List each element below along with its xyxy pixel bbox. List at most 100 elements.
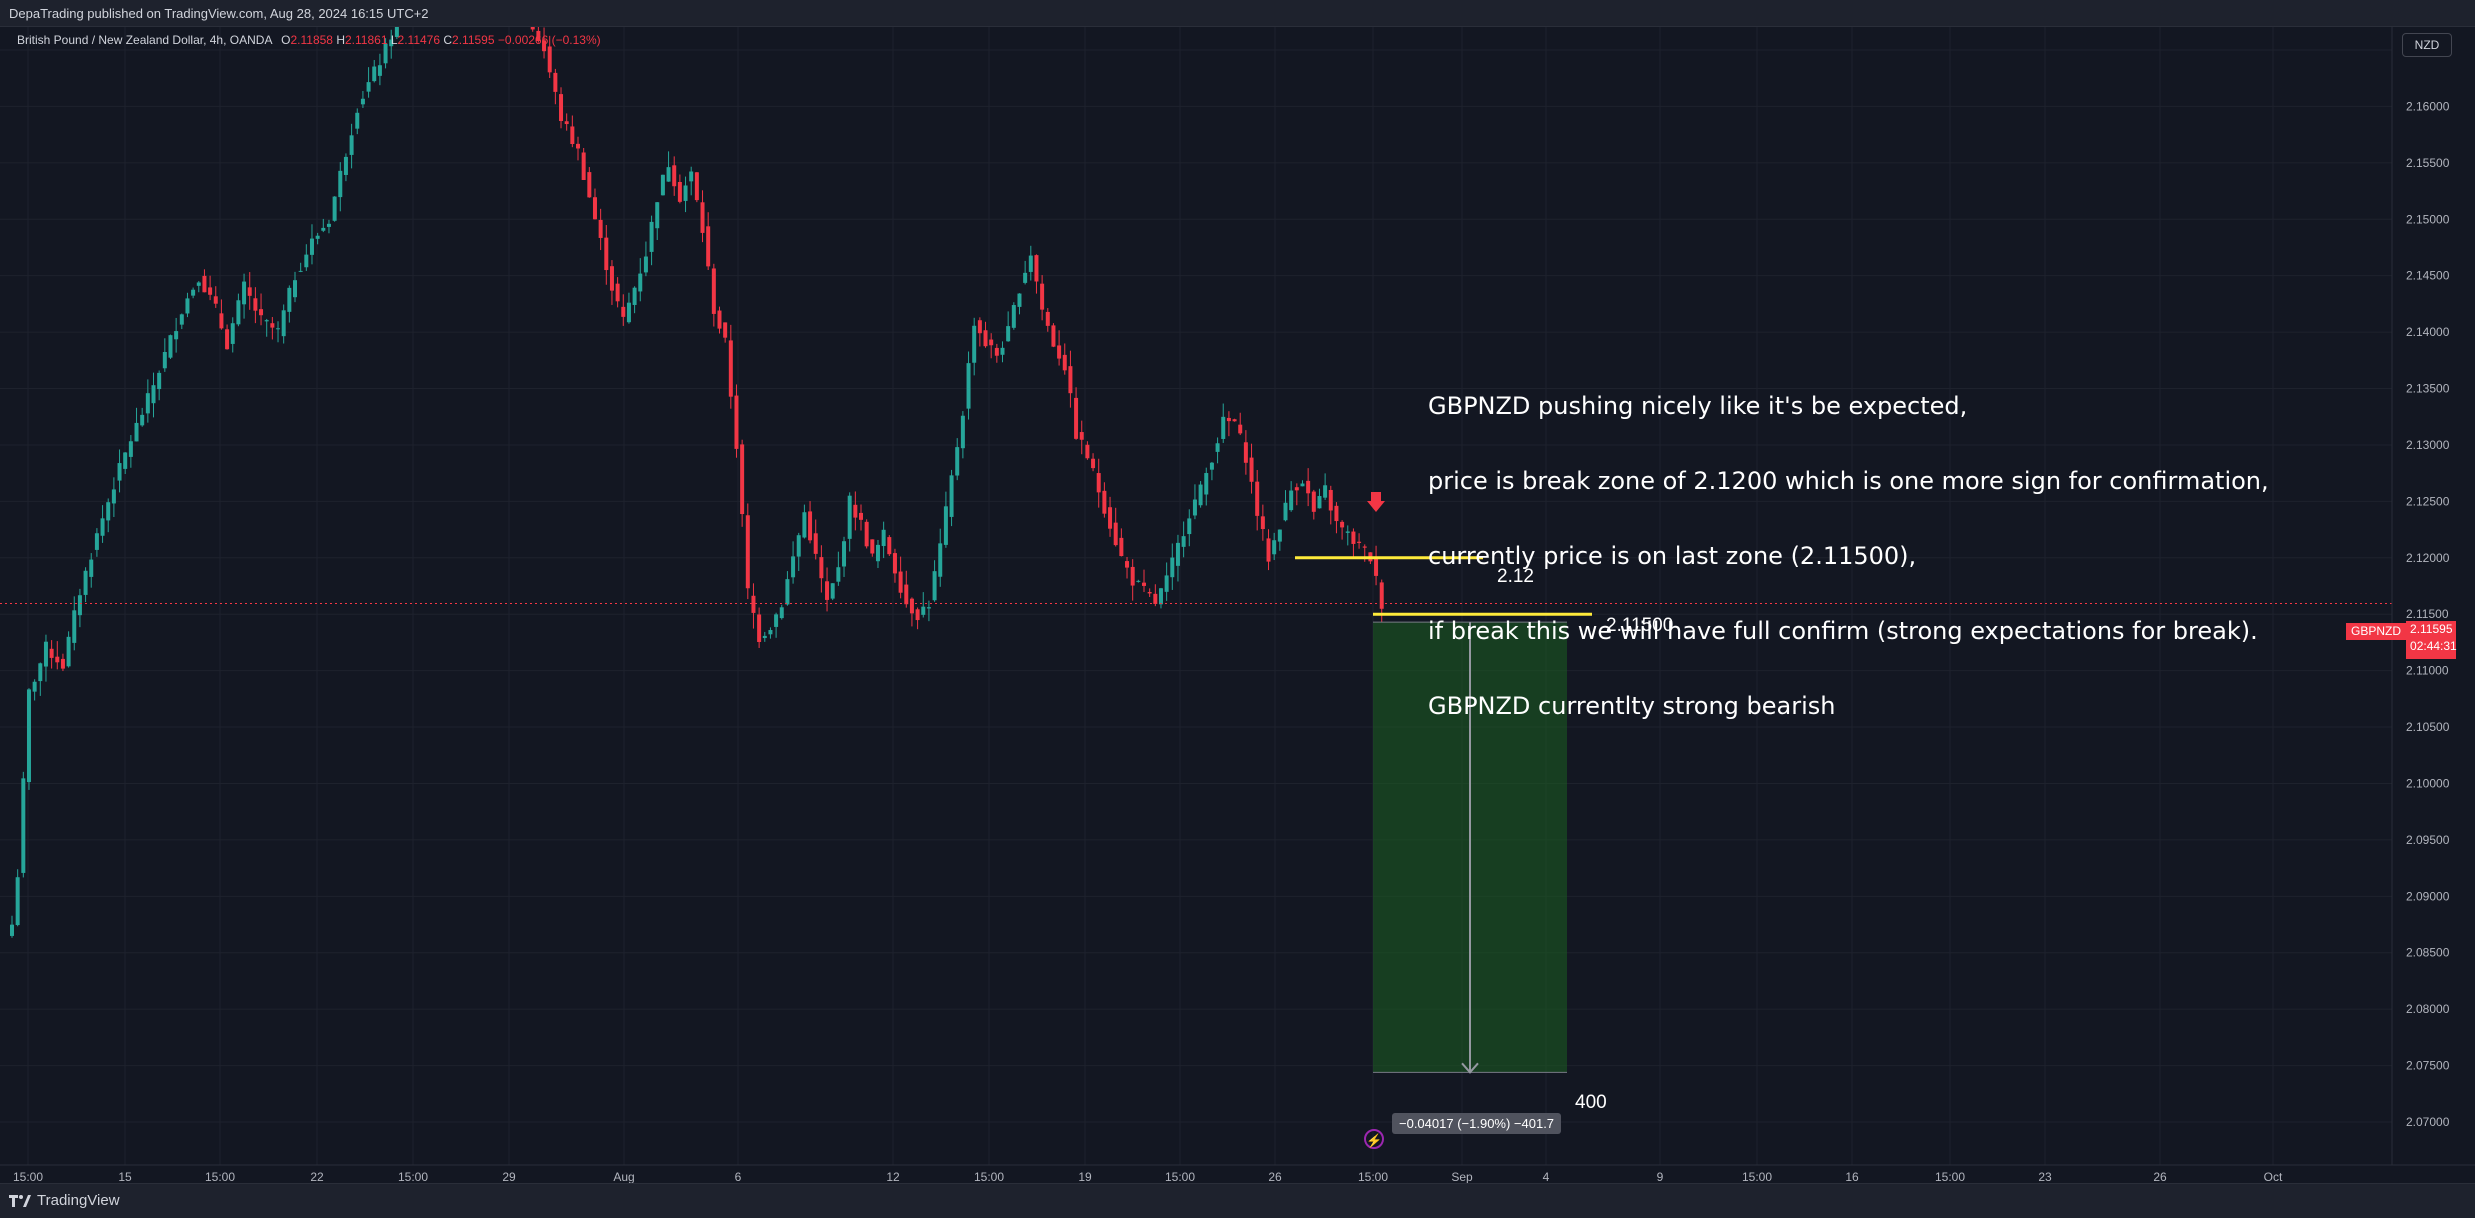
candle-body	[264, 320, 269, 322]
candle-body	[1306, 480, 1311, 494]
target-label[interactable]: 400	[1575, 1092, 1607, 1113]
candle-body	[26, 689, 31, 783]
candle-body	[270, 323, 275, 328]
candle-body	[660, 174, 665, 196]
candle-body	[1034, 255, 1039, 282]
candle-body	[666, 167, 671, 182]
candle-body	[157, 372, 162, 390]
candle-body	[1158, 588, 1163, 605]
bar-countdown: 02:44:31	[2410, 639, 2457, 653]
candle-body	[140, 414, 145, 426]
candle-body	[825, 581, 830, 600]
price-tick-label: 2.09500	[2406, 833, 2450, 847]
candle-body	[1125, 561, 1130, 568]
candle-body	[638, 273, 643, 292]
candle-body	[847, 495, 852, 539]
lightning-icon[interactable]: ⚡	[1364, 1129, 1384, 1149]
change-value: −0.00266 (−0.13%)	[497, 33, 601, 47]
candle-body	[111, 489, 116, 504]
time-tick-label: 15:00	[13, 1170, 43, 1183]
candle-body	[1023, 272, 1028, 283]
candle-body	[779, 607, 784, 619]
candle-body	[960, 415, 965, 449]
candle-body	[723, 322, 728, 338]
candle-body	[1294, 487, 1299, 491]
candle-body	[1243, 442, 1248, 463]
time-tick-label: 26	[2153, 1170, 2167, 1183]
analysis-note[interactable]: GBPNZD pushing nicely like it's be expec…	[1428, 344, 2269, 744]
candle-body	[1209, 462, 1214, 470]
candle-body	[989, 339, 994, 346]
candle-body	[145, 393, 150, 414]
candle-body	[1017, 293, 1022, 307]
candle-body	[909, 598, 914, 614]
open-label: O	[281, 33, 291, 47]
candle-body	[740, 444, 745, 515]
candle-body	[1051, 325, 1056, 347]
time-tick-label: 4	[1543, 1170, 1550, 1183]
price-tick-label: 2.10000	[2406, 776, 2450, 790]
brand-name: TradingView	[37, 1192, 120, 1209]
level-label-2-115[interactable]: 2.11500	[1606, 615, 1674, 636]
candle-body	[813, 533, 818, 554]
candle-body	[43, 641, 48, 667]
publisher-text: DepaTrading published on TradingView.com…	[9, 6, 429, 21]
candle-body	[774, 614, 779, 627]
time-tick-label: 19	[1078, 1170, 1092, 1183]
candle-body	[174, 331, 179, 340]
candle-body	[196, 282, 201, 286]
time-axis: 15:00 15 15:00 22 15:00 29 Aug 6 12 15:00 19 15:00 2…	[0, 1164, 2475, 1183]
time-tick-label: 15:00	[1358, 1170, 1388, 1183]
candle-body	[791, 556, 796, 578]
candle-body	[632, 287, 637, 305]
candle-body	[983, 330, 988, 347]
candle-body	[1045, 311, 1050, 326]
candle-body	[1289, 490, 1294, 511]
candle-body	[592, 197, 597, 220]
candle-body	[72, 610, 77, 643]
currency-button[interactable]: NZD	[2402, 33, 2452, 57]
candle-body	[1255, 481, 1260, 516]
candle-body	[100, 518, 105, 536]
price-tick-label: 2.10500	[2406, 720, 2450, 734]
price-tick-label: 2.14000	[2406, 325, 2450, 339]
price-tick-label: 2.15500	[2406, 156, 2450, 170]
candle-body	[1334, 505, 1339, 522]
price-tick-label: 2.13000	[2406, 438, 2450, 452]
candle-body	[151, 385, 156, 404]
candle-body	[281, 310, 286, 337]
candle-body	[802, 512, 807, 538]
chart-grid	[0, 26, 2392, 1165]
candle-body	[943, 506, 948, 545]
candle-body	[689, 171, 694, 182]
candle-body	[191, 289, 196, 296]
candle-body	[276, 328, 281, 330]
candle-body	[77, 595, 82, 616]
candle-body	[655, 202, 660, 229]
candle-body	[898, 571, 903, 593]
last-price-tag: GBPNZD 2.11595 02:44:31	[2346, 621, 2457, 659]
candle-body	[1328, 489, 1333, 511]
candle-body	[1379, 582, 1384, 609]
candle-body	[875, 544, 880, 562]
candle-body	[1040, 283, 1045, 310]
last-price-value: 2.11595	[2410, 622, 2453, 636]
candle-body	[1311, 491, 1316, 512]
time-tick-label: 9	[1657, 1170, 1664, 1183]
candle-body	[349, 135, 354, 155]
candle-body	[921, 606, 926, 615]
candle-body	[892, 553, 897, 574]
candle-body	[598, 219, 603, 238]
candle-body	[1272, 540, 1277, 555]
level-label-2-12[interactable]: 2.12	[1497, 566, 1534, 587]
candle-body	[966, 363, 971, 409]
tradingview-logo[interactable]: TradingView	[9, 1192, 120, 1209]
candle-body	[1187, 518, 1192, 535]
candle-body	[842, 541, 847, 567]
candle-body	[649, 221, 654, 252]
tradingview-icon	[9, 1194, 31, 1207]
candle-body	[694, 172, 699, 201]
price-chart[interactable]: 2.165002.160002.155002.150002.145002.140…	[0, 0, 2475, 1183]
candle-body	[1317, 496, 1322, 509]
candle-body	[677, 181, 682, 202]
